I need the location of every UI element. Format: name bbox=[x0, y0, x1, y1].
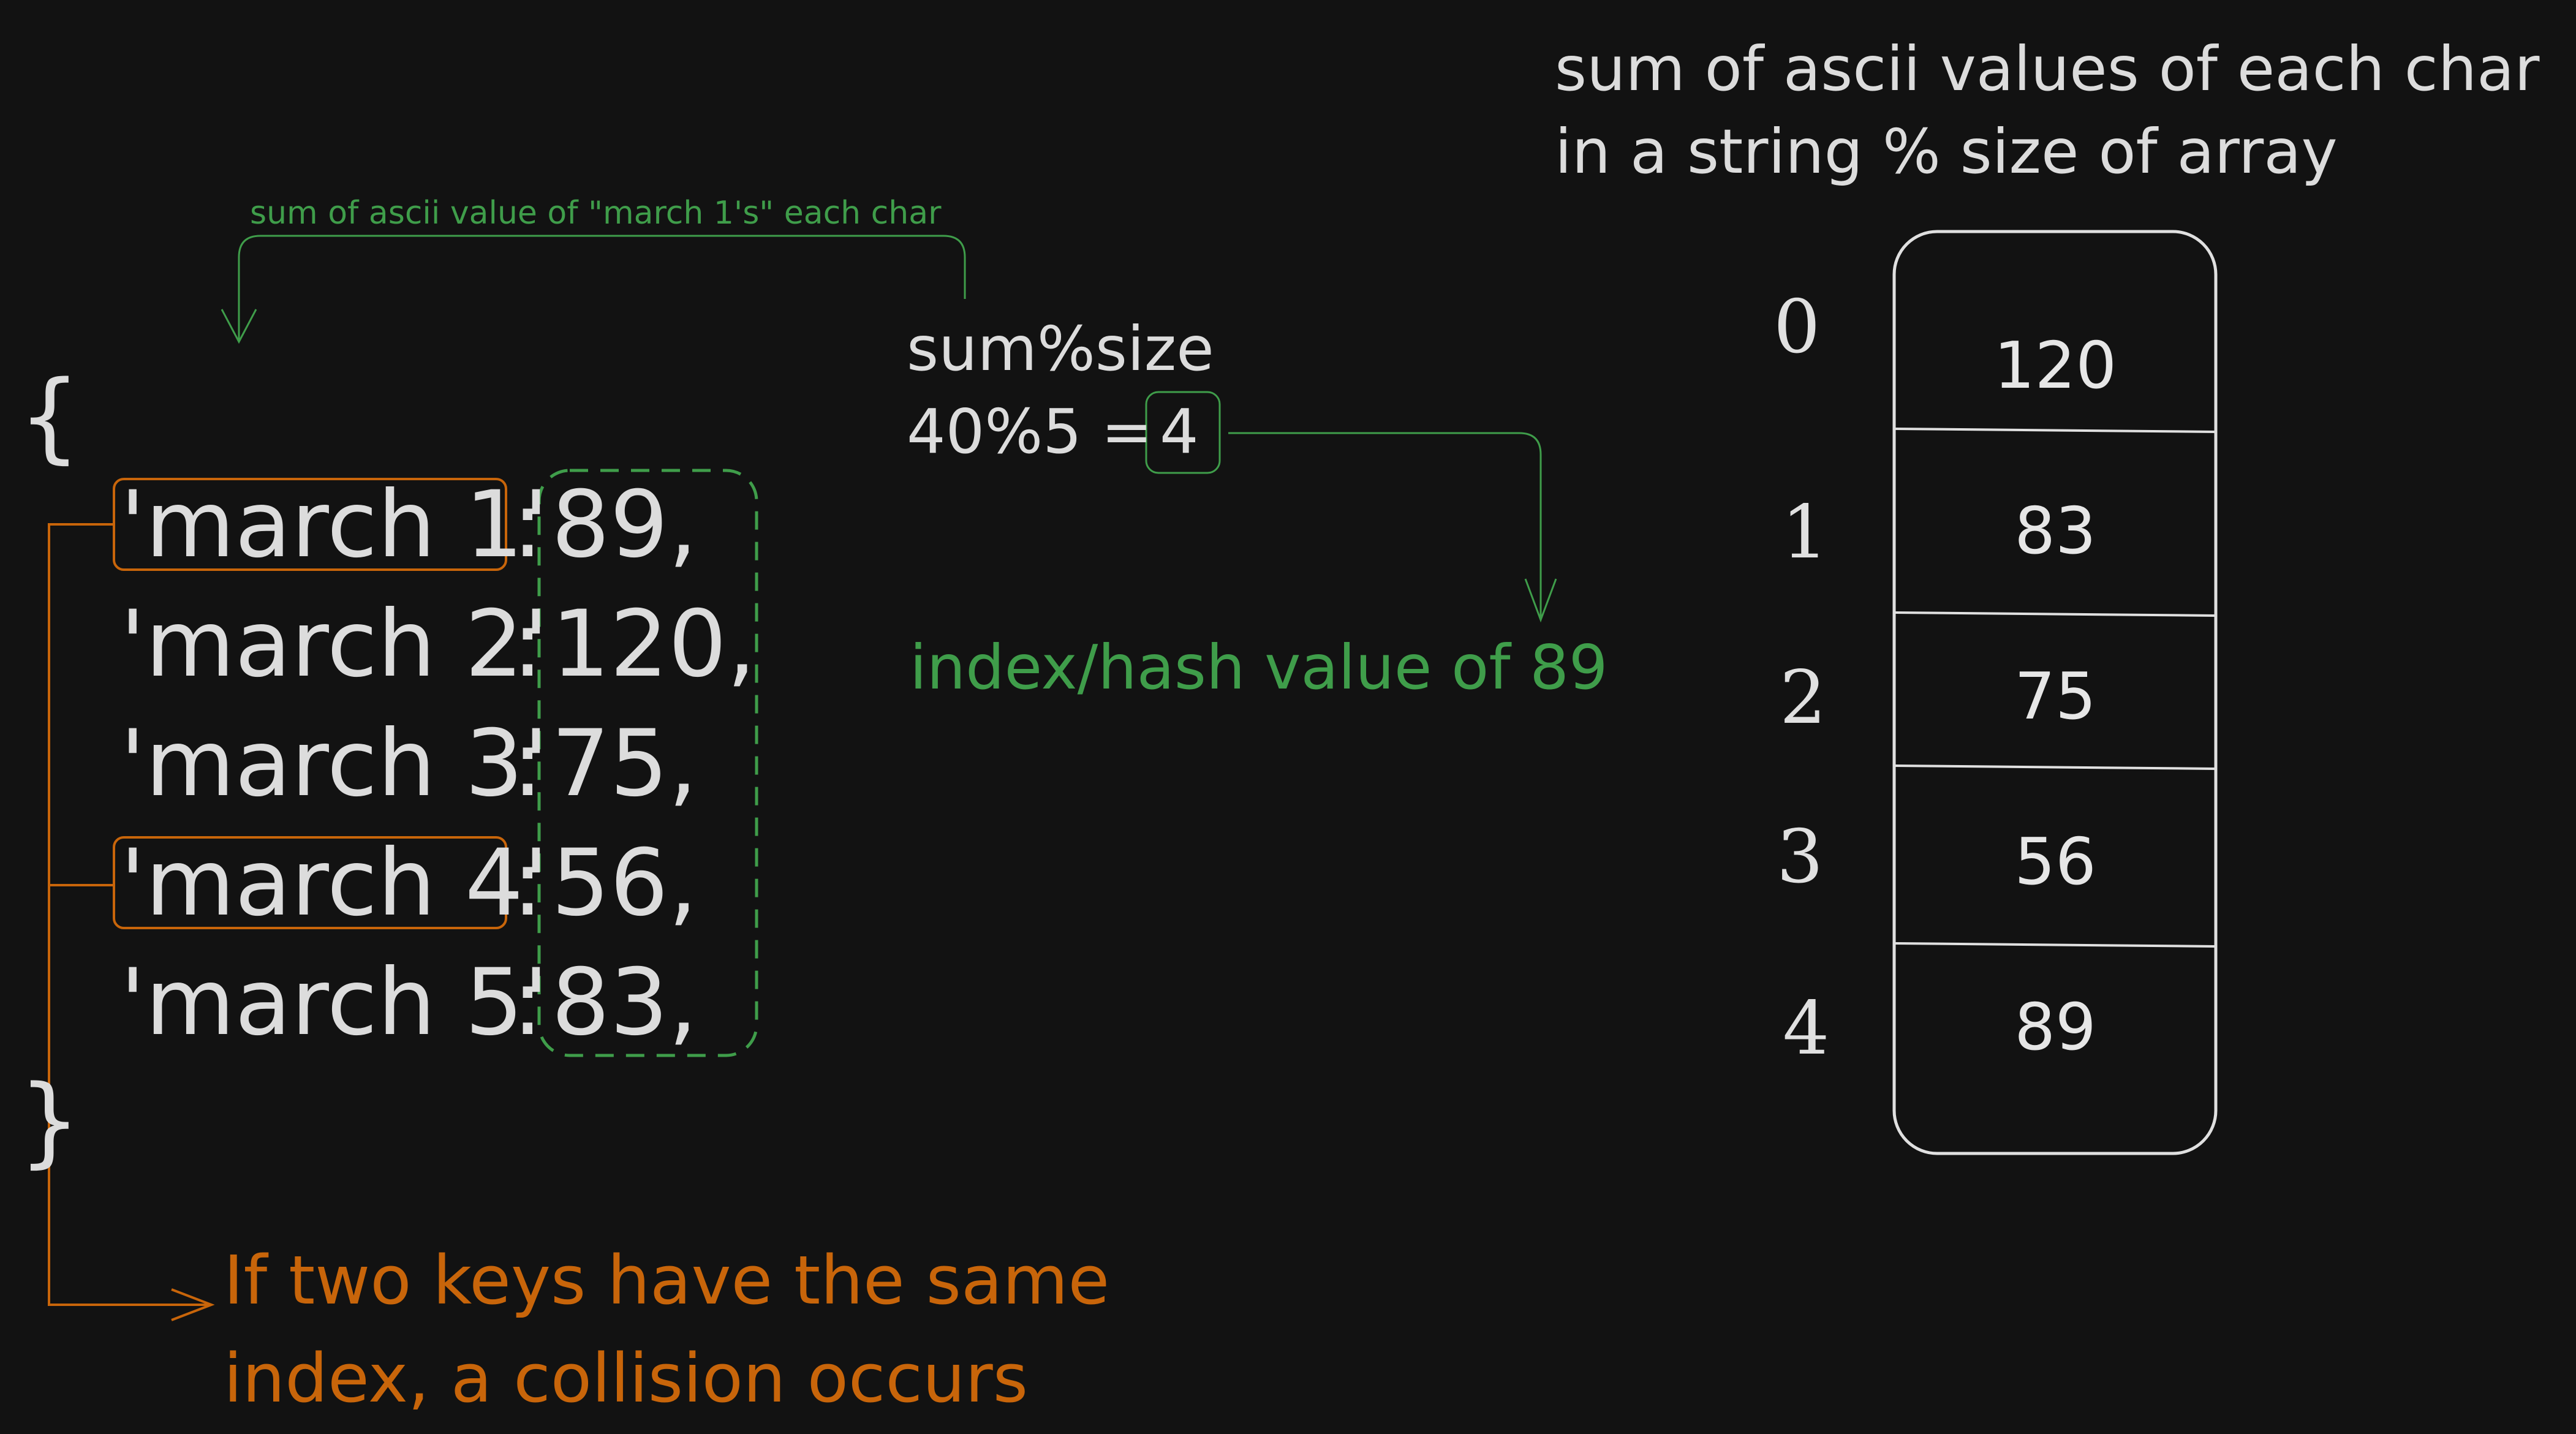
values-dashed-box bbox=[537, 469, 758, 1057]
dict-value: 89, bbox=[551, 472, 698, 578]
collision-note-line-1: If two keys have the same bbox=[224, 1241, 1110, 1319]
dictionary-open-brace: { bbox=[18, 359, 81, 474]
collision-arrow-head bbox=[171, 1288, 215, 1321]
array-cell: 56 bbox=[2014, 825, 2096, 899]
array-index: 2 bbox=[1780, 655, 1827, 741]
array-divider bbox=[1894, 428, 2216, 433]
array-divider bbox=[1894, 764, 2216, 770]
ascii-sum-note: sum of ascii value of "march 1's" each c… bbox=[250, 195, 942, 232]
dictionary-close-brace: } bbox=[18, 1063, 81, 1178]
key-box-march-4 bbox=[113, 836, 507, 929]
dict-colon: : bbox=[512, 830, 543, 937]
hash-array-outline bbox=[1892, 230, 2218, 1155]
dict-value: 75, bbox=[551, 711, 698, 817]
ascii-sum-arrow bbox=[238, 235, 966, 340]
collision-bracket bbox=[48, 523, 208, 1306]
dict-value: 83, bbox=[551, 949, 698, 1056]
array-index: 1 bbox=[1781, 490, 1829, 575]
formula-prefix: 40%5 = bbox=[907, 396, 1153, 467]
array-cell: 89 bbox=[2014, 990, 2096, 1065]
array-cell: 75 bbox=[2014, 659, 2096, 734]
array-index: 3 bbox=[1777, 815, 1824, 900]
array-index: 4 bbox=[1783, 986, 1830, 1071]
dict-colon: : bbox=[512, 711, 543, 817]
dict-value: 56, bbox=[551, 830, 698, 937]
formula-line-2: 40%5 = bbox=[907, 401, 1152, 462]
collision-note: If two keys have the same index, a colli… bbox=[224, 1231, 1109, 1427]
formula-line-1: sum%size bbox=[907, 313, 1214, 385]
dict-key: 'march 3' bbox=[120, 711, 549, 817]
result-arrow-head bbox=[1524, 578, 1557, 623]
ascii-sum-arrow-head bbox=[221, 309, 257, 344]
dict-key: 'march 5' bbox=[120, 949, 549, 1056]
dict-value: 120, bbox=[551, 591, 756, 698]
dict-key: 'march 2' bbox=[120, 591, 549, 698]
array-divider bbox=[1894, 611, 2216, 617]
result-box bbox=[1145, 391, 1221, 474]
dict-colon: : bbox=[512, 949, 543, 1056]
collision-note-line-2: index, a collision occurs bbox=[224, 1339, 1029, 1417]
result-arrow bbox=[1228, 432, 1542, 619]
array-description: sum of ascii values of each char in a st… bbox=[1555, 28, 2539, 193]
array-description-line-1: sum of ascii values of each char bbox=[1555, 33, 2540, 105]
array-index: 0 bbox=[1773, 285, 1821, 370]
array-divider bbox=[1894, 942, 2216, 948]
dict-colon: : bbox=[512, 591, 543, 698]
hash-index-note: index/hash value of 89 bbox=[910, 632, 1608, 703]
array-cell: 83 bbox=[2014, 494, 2096, 568]
dict-colon: : bbox=[512, 472, 543, 578]
formula-result: 4 bbox=[1160, 396, 1199, 467]
array-description-line-2: in a string % size of array bbox=[1555, 116, 2338, 187]
dict-key: 'march 4' bbox=[120, 830, 549, 937]
dict-key: 'march 1' bbox=[120, 472, 549, 578]
array-cell: 120 bbox=[1993, 328, 2117, 403]
